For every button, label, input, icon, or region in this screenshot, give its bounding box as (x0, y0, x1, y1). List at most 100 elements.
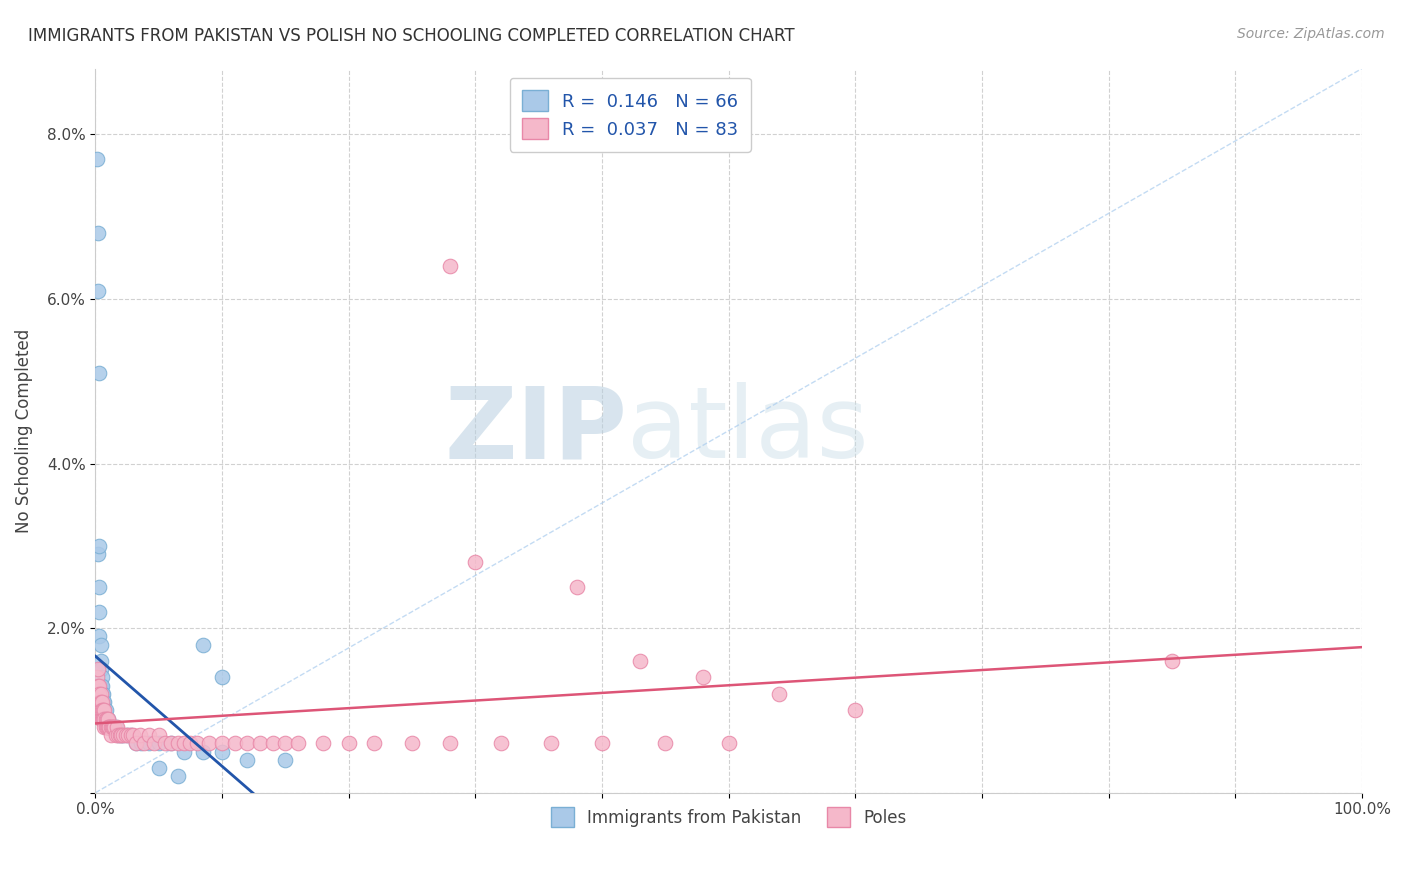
Point (628, 654, 651, 668)
Point (768, 687, 790, 701)
Point (86, 687, 108, 701)
Point (90, 703, 112, 717)
Point (89, 580, 111, 594)
Point (132, 736, 155, 750)
Point (90, 687, 112, 701)
Legend: Immigrants from Pakistan, Poles: Immigrants from Pakistan, Poles (543, 799, 915, 835)
Point (591, 736, 613, 750)
Point (249, 736, 271, 750)
Point (363, 736, 385, 750)
Point (91, 703, 114, 717)
Point (98, 720, 121, 734)
Point (110, 728, 132, 742)
Point (93, 703, 115, 717)
Point (262, 736, 284, 750)
Point (107, 728, 129, 742)
Point (489, 736, 512, 750)
Point (97, 712, 120, 726)
Point (464, 555, 486, 569)
Point (90, 679, 112, 693)
Point (148, 736, 170, 750)
Point (692, 670, 714, 684)
Point (274, 736, 297, 750)
Point (90, 712, 112, 726)
Point (93, 703, 115, 717)
Point (117, 728, 139, 742)
Point (89, 703, 111, 717)
Point (112, 728, 135, 742)
Point (125, 736, 148, 750)
Point (173, 745, 195, 759)
Point (90, 654, 112, 668)
Point (86, 152, 108, 166)
Text: atlas: atlas (627, 382, 869, 479)
Point (179, 736, 201, 750)
Point (101, 720, 124, 734)
Point (138, 728, 160, 742)
Point (224, 736, 246, 750)
Point (90, 703, 112, 717)
Point (120, 728, 142, 742)
Point (87, 547, 110, 561)
Point (312, 736, 335, 750)
Point (87, 695, 110, 709)
Point (89, 695, 111, 709)
Point (86, 670, 108, 684)
Point (103, 720, 125, 734)
Point (439, 259, 461, 273)
Point (100, 720, 122, 734)
Point (1161, 654, 1184, 668)
Point (103, 720, 125, 734)
Point (97, 720, 120, 734)
Point (91, 703, 114, 717)
Point (100, 728, 122, 742)
Point (90, 687, 112, 701)
Point (717, 736, 740, 750)
Point (160, 736, 183, 750)
Point (96, 712, 118, 726)
Point (115, 728, 138, 742)
Point (191, 745, 214, 759)
Point (93, 712, 115, 726)
Point (87, 662, 110, 676)
Point (128, 728, 150, 742)
Point (104, 720, 127, 734)
Point (166, 736, 188, 750)
Point (98, 720, 121, 734)
Point (186, 736, 208, 750)
Point (103, 720, 125, 734)
Text: Source: ZipAtlas.com: Source: ZipAtlas.com (1237, 27, 1385, 41)
Point (236, 753, 259, 767)
Point (108, 728, 131, 742)
Point (138, 736, 160, 750)
Point (94, 712, 117, 726)
Point (148, 728, 170, 742)
Point (98, 720, 121, 734)
Point (90, 695, 112, 709)
Point (96, 712, 118, 726)
Point (89, 687, 111, 701)
Point (153, 736, 176, 750)
Point (274, 753, 297, 767)
Point (103, 720, 125, 734)
Point (96, 720, 118, 734)
Point (112, 728, 135, 742)
Point (104, 728, 127, 742)
Point (90, 712, 112, 726)
Point (173, 736, 195, 750)
Point (97, 720, 120, 734)
Point (94, 712, 117, 726)
Point (90, 695, 112, 709)
Point (105, 720, 128, 734)
Point (90, 679, 112, 693)
Point (101, 720, 124, 734)
Point (287, 736, 309, 750)
Point (93, 720, 115, 734)
Point (211, 670, 233, 684)
Point (90, 662, 112, 676)
Point (148, 761, 170, 775)
Point (91, 712, 114, 726)
Point (96, 720, 118, 734)
Point (93, 712, 115, 726)
Point (337, 736, 360, 750)
